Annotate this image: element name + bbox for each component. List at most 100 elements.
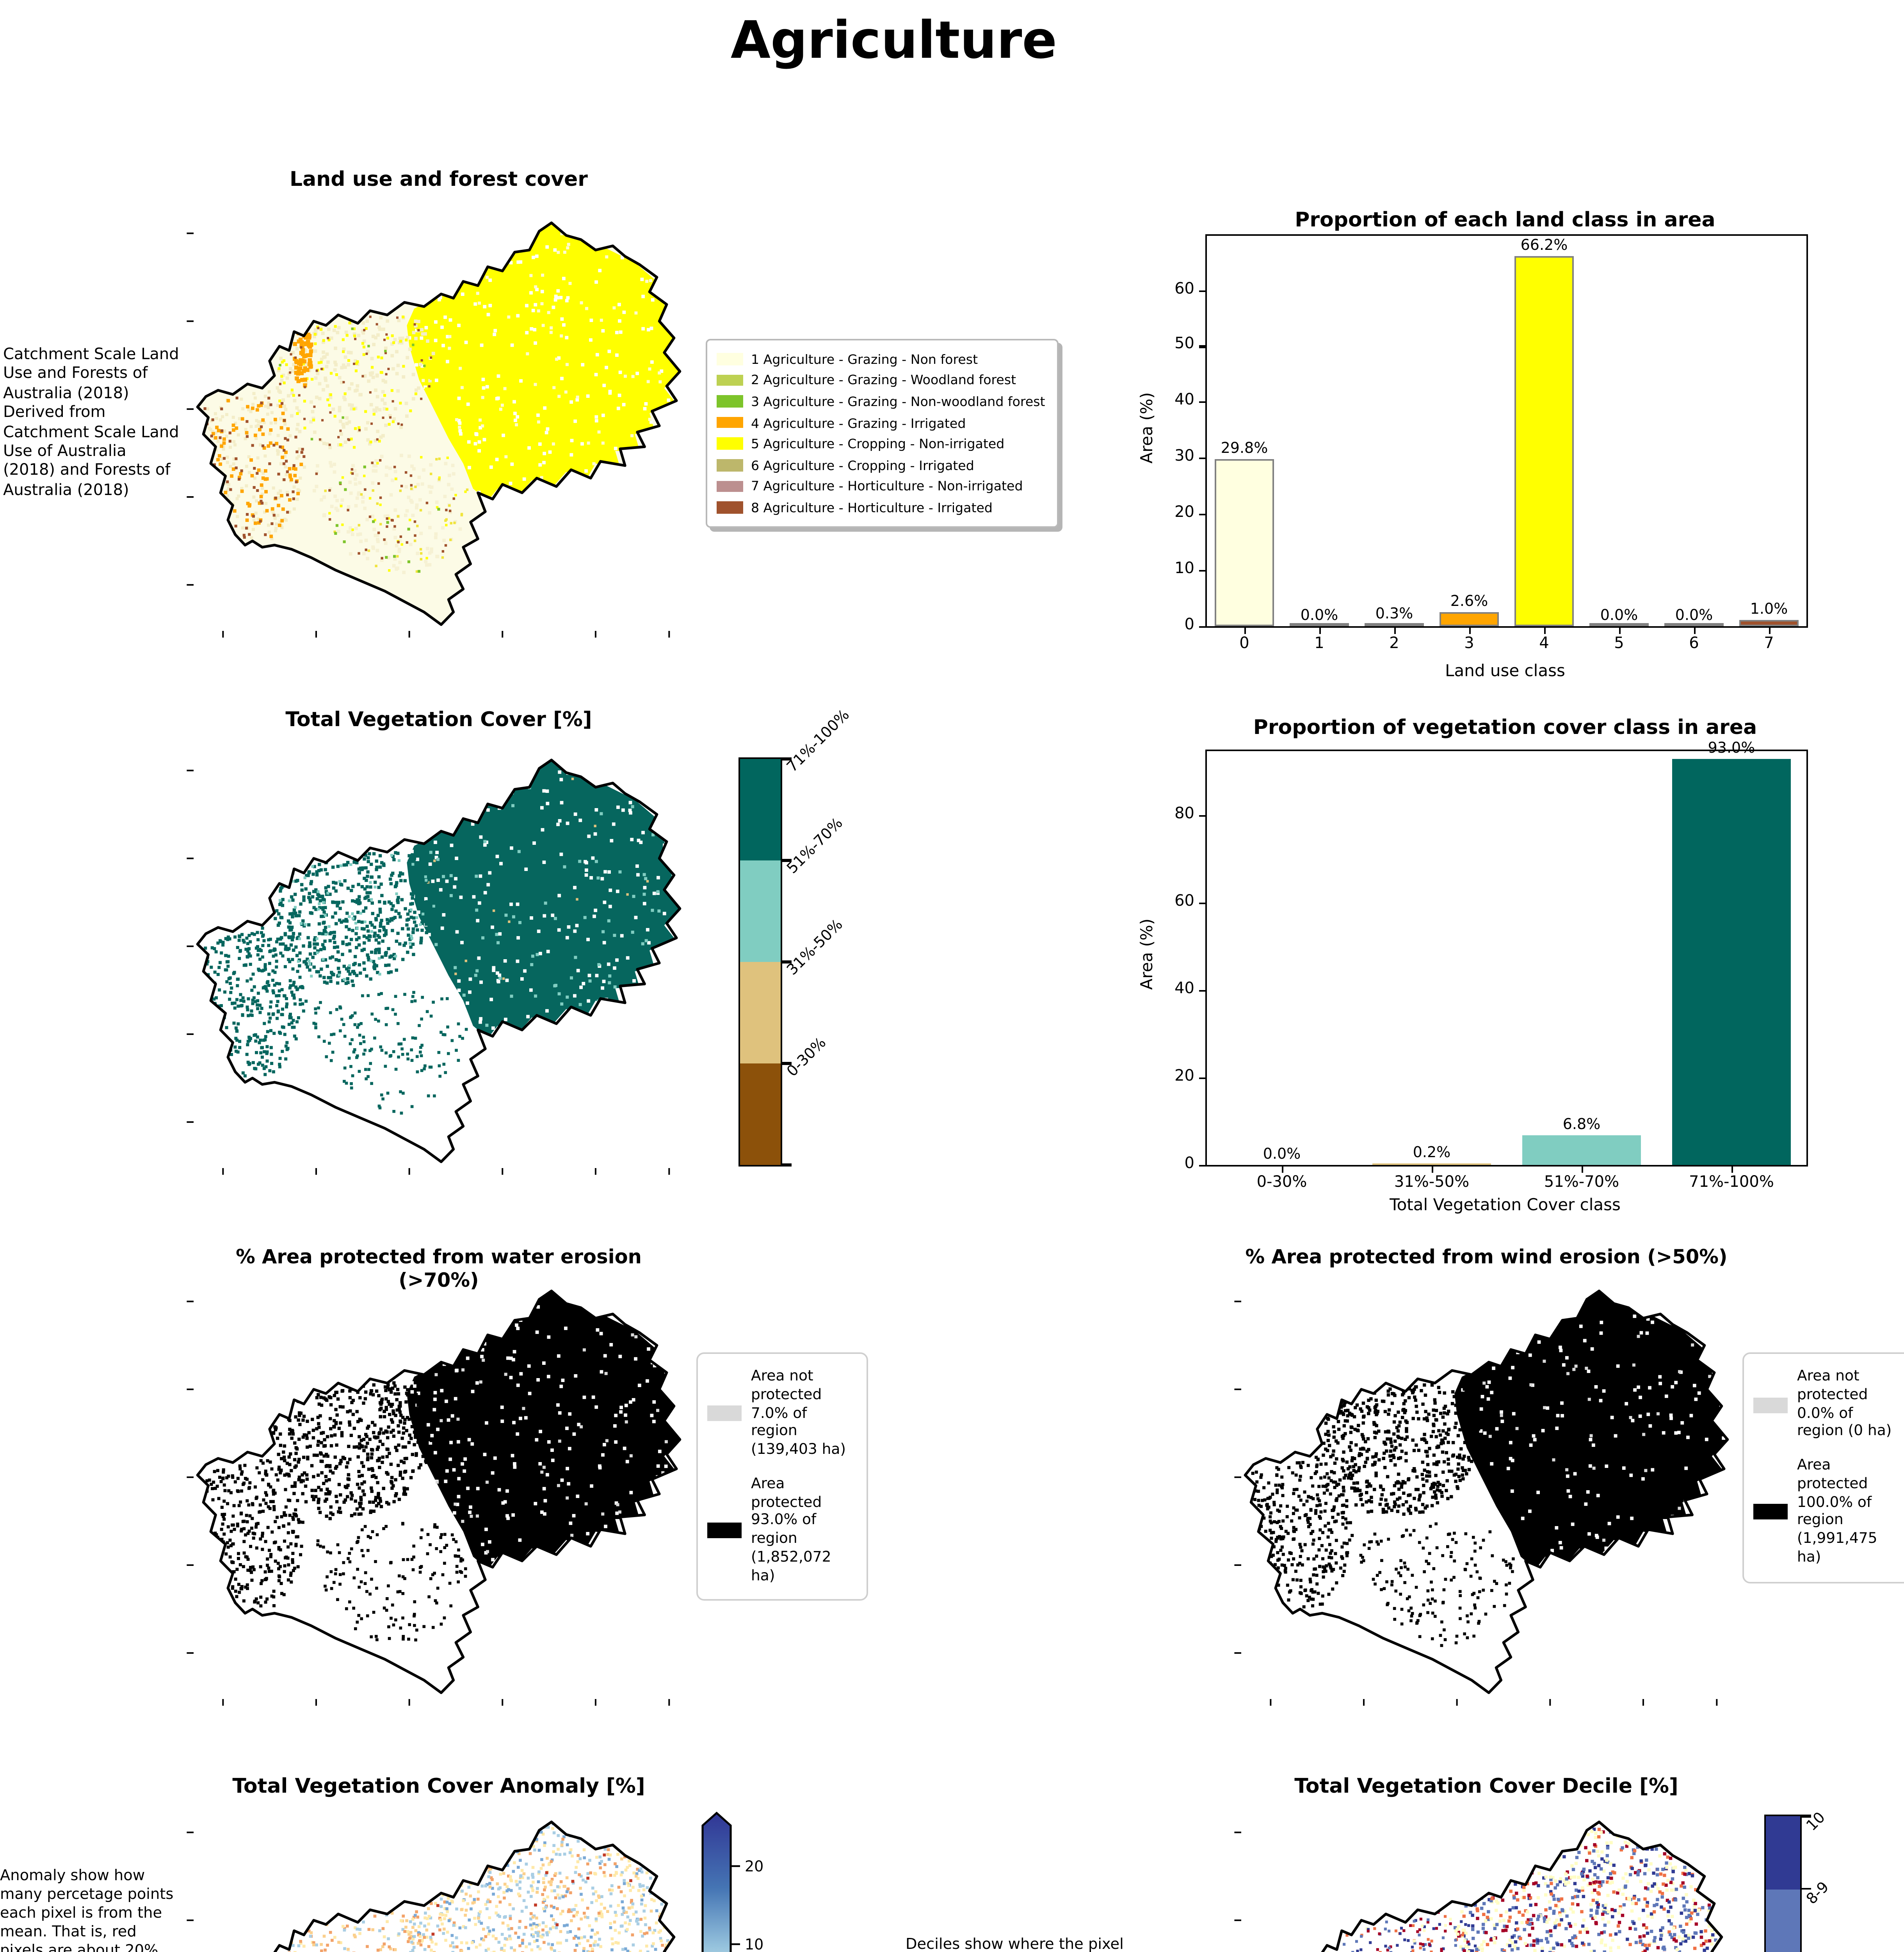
x-tick <box>1281 1165 1283 1173</box>
colorbar-label: 0-30% <box>784 1035 830 1081</box>
water-erosion-map-canvas <box>194 1281 684 1699</box>
landuse-source-note: Catchment Scale Land Use and Forests of … <box>3 347 179 499</box>
bar-0 <box>1214 460 1274 626</box>
x-tick <box>1393 626 1395 634</box>
y-tick-label: 0 <box>1184 616 1195 633</box>
anomaly-map-canvas <box>194 1811 680 1952</box>
legend-label: 2 Agriculture - Grazing - Woodland fores… <box>751 372 1016 388</box>
bar-6 <box>1664 623 1724 626</box>
water-erosion-title: % Area protected from water erosion (>70… <box>236 1245 642 1291</box>
landclass-chart-title: Proportion of each land class in area <box>1295 209 1715 233</box>
x-tick-label: 31%-50% <box>1394 1174 1470 1192</box>
colorbar-label: 8-9 <box>1803 1878 1833 1908</box>
landuse-legend: 1 Agriculture - Grazing - Non forest 2 Ag… <box>706 339 1059 527</box>
bar-71%-100% <box>1671 759 1792 1165</box>
legend-swatch <box>717 501 743 513</box>
bar-value-label: 93.0% <box>1708 740 1755 758</box>
legend-item: 7 Agriculture - Horticulture - Non-irrig… <box>717 476 1045 497</box>
x-tick <box>1468 626 1470 634</box>
colorbar-tick <box>781 859 792 862</box>
legend-swatch <box>717 395 743 407</box>
legend-item: 5 Agriculture - Cropping - Non-irrigated <box>717 433 1045 454</box>
bar-3 <box>1439 611 1499 626</box>
colorbar-label: 10 <box>1803 1809 1829 1835</box>
y-tick <box>1199 902 1207 904</box>
decile-explanation: Deciles show where the pixel value lies … <box>906 1936 1124 1952</box>
anomaly-map-title: Total Vegetation Cover Anomaly [%] <box>232 1776 645 1799</box>
colorbar-tick <box>1800 1888 1811 1890</box>
vegcover-colorbar: 71%-100% 51%-70% 31%-50% 0-30% <box>738 707 853 1167</box>
legend-label: Area protected 100.0% of region (1,991,4… <box>1797 1457 1877 1566</box>
colorbar-tick <box>781 758 792 760</box>
wind-erosion-legend: Area not protected 0.0% of region (0 ha)… <box>1742 1352 1904 1583</box>
legend-label: 6 Agriculture - Cropping - Irrigated <box>751 457 974 473</box>
y-tick <box>1199 1164 1207 1166</box>
colorbar-tick <box>781 1062 792 1065</box>
colorbar-label: 51%-70% <box>784 815 847 878</box>
y-tick <box>1199 346 1207 347</box>
wind-erosion-map <box>1241 1281 1731 1699</box>
bar-value-label: 1.0% <box>1750 602 1788 619</box>
vegclass-chart-title: Proportion of vegetation cover class in … <box>1253 717 1757 740</box>
x-tick-label: 5 <box>1614 636 1624 653</box>
bar-5 <box>1589 623 1649 626</box>
wind-erosion-title: % Area protected from wind erosion (>50%… <box>1245 1245 1728 1268</box>
colorbar-label: 71%-100% <box>784 707 854 776</box>
legend-swatch <box>717 374 743 386</box>
x-tick <box>1768 626 1770 634</box>
legend-item: 1 Agriculture - Grazing - Non forest <box>717 348 1045 369</box>
legend-item: Area not protected 7.0% of region (139,4… <box>707 1368 857 1460</box>
y-tick-label: 40 <box>1174 980 1194 997</box>
legend-label: 4 Agriculture - Grazing - Irrigated <box>751 415 966 431</box>
bar-51%-70% <box>1521 1135 1642 1165</box>
legend-item: Area protected 100.0% of region (1,991,4… <box>1753 1457 1903 1567</box>
y-tick <box>1199 569 1207 572</box>
legend-swatch <box>1753 1397 1788 1412</box>
x-tick <box>1581 1165 1583 1173</box>
y-tick <box>1199 625 1207 627</box>
x-tick-label: 0-30% <box>1256 1174 1307 1192</box>
vegcover-map-canvas <box>194 750 684 1168</box>
landclass-chart-plot: 0 10 20 30 40 50 60 0 29.8% 1 0.0% 2 0.3% 3 2.6% 4 66.2%… <box>1174 234 1808 653</box>
legend-item: 8 Agriculture - Horticulture - Irrigated <box>717 497 1045 518</box>
x-tick-label: 0 <box>1239 636 1249 653</box>
bar-31%-50% <box>1372 1164 1492 1165</box>
anomaly-explanation: Anomaly show how many percetage points e… <box>0 1868 174 1952</box>
bar-2 <box>1364 623 1424 626</box>
legend-label: Area protected 93.0% of region (1,852,07… <box>751 1475 831 1584</box>
y-tick <box>1199 513 1207 515</box>
y-tick <box>1199 290 1207 292</box>
x-tick-label: 1 <box>1314 636 1324 653</box>
legend-label: Area not protected 0.0% of region (0 ha) <box>1797 1368 1892 1440</box>
bar-value-label: 29.8% <box>1221 441 1268 458</box>
bar-value-label: 0.0% <box>1600 607 1638 625</box>
legend-label: 7 Agriculture - Horticulture - Non-irrig… <box>751 478 1023 494</box>
colorbar-tick <box>781 1164 792 1166</box>
legend-swatch <box>717 438 743 450</box>
colorbar-segment <box>740 1063 781 1165</box>
legend-swatch <box>717 480 743 492</box>
legend-swatch <box>717 459 743 471</box>
legend-swatch <box>1753 1504 1788 1520</box>
bar-1 <box>1289 623 1349 626</box>
bar-value-label: 0.2% <box>1413 1145 1451 1163</box>
decile-map <box>1241 1811 1731 1952</box>
x-tick-label: 6 <box>1689 636 1699 653</box>
y-tick-label: 50 <box>1174 336 1194 354</box>
x-tick <box>1431 1165 1433 1173</box>
bar-7 <box>1739 620 1799 626</box>
bar-value-label: 0.0% <box>1263 1146 1301 1163</box>
vegcover-map <box>194 750 684 1168</box>
landuse-map <box>194 212 684 631</box>
y-tick <box>1199 458 1207 460</box>
anomaly-map <box>194 1811 684 1952</box>
legend-item: 6 Agriculture - Cropping - Irrigated <box>717 454 1045 476</box>
legend-item: 4 Agriculture - Grazing - Irrigated <box>717 412 1045 433</box>
legend-swatch <box>717 353 743 365</box>
x-tick-label: 2 <box>1389 636 1399 653</box>
legend-swatch <box>717 417 743 429</box>
y-tick <box>1199 401 1207 404</box>
colorbar-segment <box>740 759 781 860</box>
legend-label: 8 Agriculture - Horticulture - Irrigated <box>751 499 993 515</box>
page-title: Agriculture <box>730 9 1057 70</box>
